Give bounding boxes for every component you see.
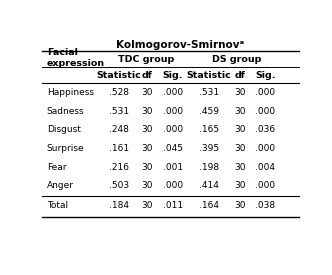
Text: .000: .000 (255, 107, 276, 116)
Text: 30: 30 (234, 107, 245, 116)
Text: .038: .038 (255, 201, 276, 210)
Text: .001: .001 (163, 163, 183, 172)
Text: Sadness: Sadness (46, 107, 84, 116)
Text: .004: .004 (255, 163, 275, 172)
Text: 30: 30 (234, 125, 245, 134)
Text: .528: .528 (109, 88, 129, 97)
Text: 30: 30 (141, 107, 153, 116)
Text: Surprise: Surprise (46, 144, 84, 153)
Text: 30: 30 (234, 201, 245, 210)
Text: .216: .216 (109, 163, 129, 172)
Text: DS group: DS group (212, 55, 262, 64)
Text: Sig.: Sig. (162, 71, 183, 80)
Text: .503: .503 (109, 182, 129, 190)
Text: Statistic: Statistic (186, 71, 231, 80)
Text: .000: .000 (163, 107, 183, 116)
Text: Happiness: Happiness (46, 88, 94, 97)
Text: 30: 30 (141, 163, 153, 172)
Text: Disgust: Disgust (46, 125, 81, 134)
Text: df: df (141, 71, 152, 80)
Text: .414: .414 (199, 182, 219, 190)
Text: .165: .165 (199, 125, 219, 134)
Text: 30: 30 (141, 182, 153, 190)
Text: .045: .045 (163, 144, 183, 153)
Text: .011: .011 (163, 201, 183, 210)
Text: .000: .000 (163, 125, 183, 134)
Text: 30: 30 (141, 144, 153, 153)
Text: .036: .036 (255, 125, 276, 134)
Text: .164: .164 (199, 201, 219, 210)
Text: 30: 30 (234, 144, 245, 153)
Text: Anger: Anger (46, 182, 74, 190)
Text: .459: .459 (199, 107, 219, 116)
Text: 30: 30 (234, 163, 245, 172)
Text: .184: .184 (109, 201, 129, 210)
Text: TDC group: TDC group (118, 55, 174, 64)
Text: .248: .248 (109, 125, 128, 134)
Text: .198: .198 (199, 163, 219, 172)
Text: .000: .000 (163, 88, 183, 97)
Text: 30: 30 (234, 182, 245, 190)
Text: 30: 30 (141, 201, 153, 210)
Text: 30: 30 (234, 88, 245, 97)
Text: df: df (234, 71, 245, 80)
Text: Statistic: Statistic (96, 71, 141, 80)
Text: .531: .531 (109, 107, 129, 116)
Text: Facial
expression: Facial expression (46, 48, 105, 68)
Text: .395: .395 (199, 144, 219, 153)
Text: Sig.: Sig. (255, 71, 276, 80)
Text: .000: .000 (255, 144, 276, 153)
Text: .000: .000 (163, 182, 183, 190)
Text: Fear: Fear (46, 163, 66, 172)
Text: 30: 30 (141, 88, 153, 97)
Text: .000: .000 (255, 182, 276, 190)
Text: 30: 30 (141, 125, 153, 134)
Text: Total: Total (46, 201, 68, 210)
Text: .161: .161 (109, 144, 129, 153)
Text: Kolmogorov-Smirnovᵃ: Kolmogorov-Smirnovᵃ (116, 40, 245, 50)
Text: .000: .000 (255, 88, 276, 97)
Text: .531: .531 (199, 88, 219, 97)
